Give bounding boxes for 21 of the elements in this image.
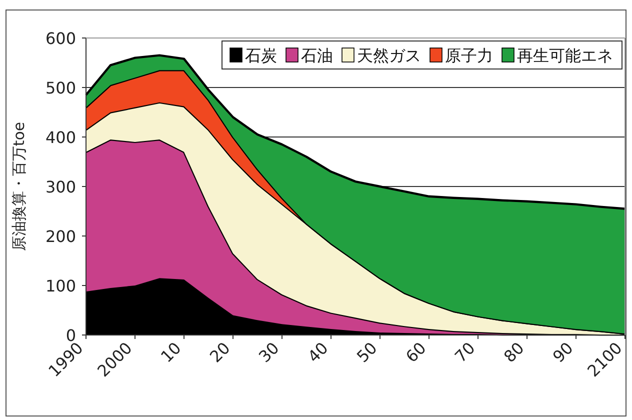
x-tick-label: 20 <box>206 338 234 366</box>
x-tick-label: 50 <box>352 338 381 366</box>
x-tick-label: 80 <box>500 338 528 366</box>
legend-label: 天然ガス <box>357 46 421 65</box>
legend-label: 原子力 <box>445 46 493 65</box>
y-tick-label: 200 <box>45 227 76 246</box>
y-tick-label: 500 <box>45 78 76 98</box>
x-tick-label: 90 <box>548 338 577 366</box>
y-axis-title: 原油換算・百万toe <box>10 122 28 252</box>
y-tick-label: 600 <box>45 29 76 48</box>
x-tick-label: 10 <box>156 338 185 366</box>
legend-label: 石炭 <box>245 46 277 65</box>
y-tick-label: 100 <box>45 276 76 296</box>
y-tick-label: 400 <box>45 128 76 147</box>
legend-label: 石油 <box>301 46 333 65</box>
x-tick-label: 30 <box>254 338 283 366</box>
x-tick-label: 40 <box>304 338 332 366</box>
x-tick-label: 60 <box>402 338 430 366</box>
x-tick-label: 70 <box>450 338 479 366</box>
y-tick-label: 300 <box>45 178 76 196</box>
legend-label: 再生可能エネ <box>517 46 613 65</box>
